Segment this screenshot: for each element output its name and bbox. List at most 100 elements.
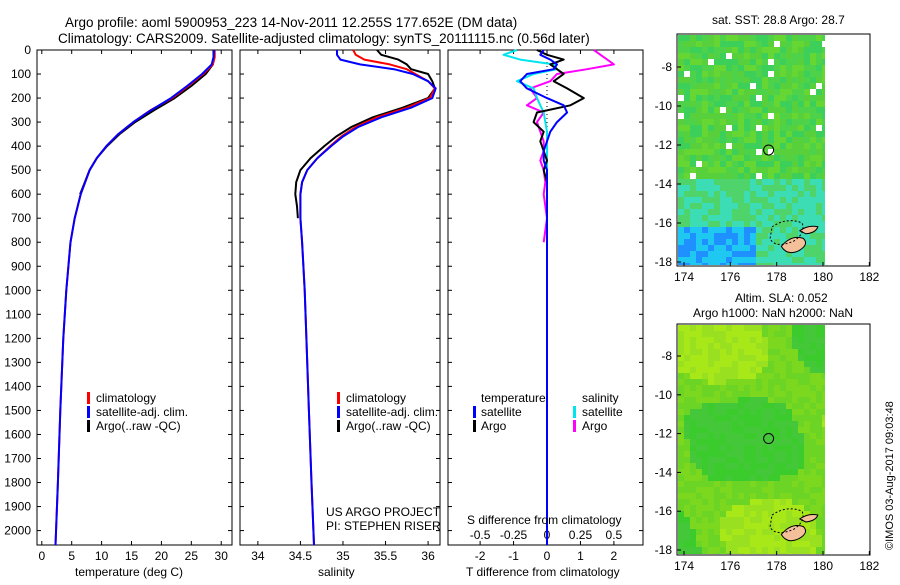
map-cell [714,511,720,517]
map-cell [714,409,720,415]
map-cell [726,215,732,221]
map-cell [708,427,714,433]
map-cell [798,349,804,355]
map-cell [816,35,822,41]
map-cell [756,245,762,251]
map-cell [726,343,732,349]
map-cell [810,233,816,239]
map-cell [774,143,780,149]
map-cell [798,53,804,59]
map-cell [696,221,702,227]
map-cell [684,263,690,265]
map-cell [780,541,786,547]
map-cell [684,469,690,475]
map-cell [690,391,696,397]
map-cell [738,517,744,523]
map-cell [798,511,804,517]
map-cell [786,137,792,143]
map-cell [762,451,768,457]
map-cell [792,355,798,361]
map-cell [786,251,792,257]
map-cell [750,83,756,89]
map-cell [804,239,810,245]
credit-text: ©IMOS 03-Aug-2017 09:03:48 [884,401,896,550]
map-cell [810,185,816,191]
map-cell [684,343,690,349]
plot-frame [447,49,644,546]
map-cell [804,523,810,529]
map-cell [720,257,726,263]
map-cell [780,517,786,523]
map-cell [786,469,792,475]
map-cell [756,65,762,71]
map-cell [786,421,792,427]
map-cell [762,59,768,65]
map-cell [792,221,798,227]
sst-map-title: sat. SST: 28.8 Argo: 28.7 [712,13,845,27]
map-cell [780,107,786,113]
map-cell [702,517,708,523]
map-cell [690,137,696,143]
map-cell [750,535,756,541]
map-cell [774,65,780,71]
map-cell [690,47,696,53]
map-cell [726,107,732,113]
map-cell [810,403,816,409]
map-cell [732,179,738,185]
map-cell [822,487,825,493]
legend-swatch-climatology [87,392,90,404]
map-cell [762,349,768,355]
map-cell [810,397,816,403]
map-cell [756,53,762,59]
map-cell [768,53,774,59]
map-cell [738,343,744,349]
map-cell [768,451,774,457]
map-cell [762,475,768,481]
map-cell [774,89,780,95]
temperature-xlabel: temperature (deg C) [75,565,183,579]
map-cell [678,391,684,397]
map-cell [750,445,756,451]
map-cell [768,41,774,47]
map-cell [798,101,804,107]
map-cell [678,113,684,119]
map-cell [684,421,690,427]
map-cell [792,553,798,554]
map-cell [798,65,804,71]
map-cell [792,481,798,487]
map-cell [696,107,702,113]
map-cell [762,221,768,227]
map-cell [690,227,696,233]
map-cell [678,373,684,379]
map-cell [786,331,792,337]
map-cell [750,107,756,113]
map-cell [762,553,768,554]
map-cell [684,101,690,107]
map-cell [756,125,762,131]
map-cell [696,409,702,415]
map-cell [822,505,825,511]
map-cell [714,89,720,95]
map-cell [786,227,792,233]
map-cell [774,83,780,89]
map-cell [708,119,714,125]
map-cell [720,325,726,331]
map-cell [702,457,708,463]
map-cell [792,421,798,427]
map-cell [810,143,816,149]
map-cell [720,245,726,251]
map-cell [732,553,738,554]
map-cell [816,337,822,343]
map-cell [720,475,726,481]
map-cell [690,427,696,433]
map-cell [750,251,756,257]
map-cell [792,391,798,397]
map-cell [780,409,786,415]
map-cell [732,113,738,119]
map-cell [690,83,696,89]
map-cell [684,445,690,451]
y-tick-label: 300 [11,115,31,129]
map-cell [780,89,786,95]
map-cell [798,131,804,137]
map-cell [792,469,798,475]
